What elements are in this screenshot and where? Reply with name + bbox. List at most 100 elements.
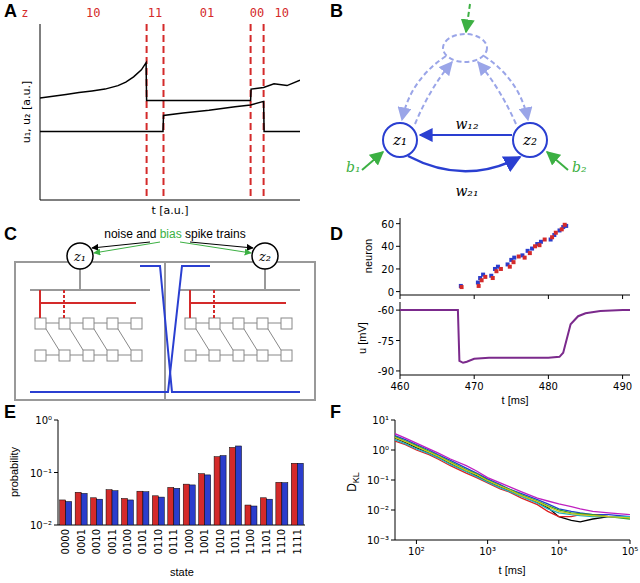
bar xyxy=(183,484,189,525)
x-axis xyxy=(400,295,630,296)
y-tick xyxy=(396,340,400,341)
label: u [mV] xyxy=(356,322,368,354)
panel-letter: B xyxy=(330,1,343,21)
x-axis xyxy=(395,540,630,541)
dashed-edge xyxy=(484,56,528,120)
plot-area xyxy=(40,63,300,132)
series-line xyxy=(40,101,300,131)
y-tick xyxy=(396,291,400,292)
bar xyxy=(282,483,288,525)
wire xyxy=(30,289,150,291)
label: 10 xyxy=(86,6,100,20)
label: 1010 xyxy=(215,529,226,554)
wire xyxy=(244,355,257,356)
panel-letter: C xyxy=(4,224,17,244)
wire xyxy=(79,268,81,290)
label: 20 xyxy=(381,264,394,275)
sampler-box xyxy=(165,262,315,400)
x-tick xyxy=(548,295,549,299)
bias-arrow xyxy=(547,152,568,170)
wire xyxy=(94,323,107,324)
label: 60 xyxy=(381,219,394,230)
unit xyxy=(107,318,118,329)
y-tick xyxy=(54,525,58,526)
label: 0001 xyxy=(76,529,87,554)
edge xyxy=(408,156,520,171)
y-tick xyxy=(54,472,58,473)
label: 1110 xyxy=(276,529,287,554)
panel-letter: E xyxy=(4,402,16,422)
label: 10² xyxy=(408,546,425,557)
bar xyxy=(112,491,118,525)
label: 0010 xyxy=(91,529,102,554)
panel-letter: D xyxy=(330,224,343,244)
plot-area xyxy=(395,434,630,522)
label: w₁₂ xyxy=(455,116,479,132)
label: z₂ xyxy=(258,249,271,264)
x-tick xyxy=(474,295,475,299)
label: probability xyxy=(8,446,20,497)
y-tick xyxy=(396,246,400,247)
wire xyxy=(264,268,266,290)
bar xyxy=(245,505,251,525)
spike xyxy=(480,278,484,282)
label: 0101 xyxy=(137,529,148,554)
bar xyxy=(260,498,266,525)
x-tick xyxy=(474,375,475,379)
label: 470 xyxy=(465,381,484,392)
bar xyxy=(205,475,211,525)
bar xyxy=(230,447,236,525)
label: 0011 xyxy=(107,529,118,554)
sampler-box xyxy=(15,262,165,400)
plot-area xyxy=(60,446,304,525)
label: 460 xyxy=(390,381,409,392)
label: 480 xyxy=(539,381,558,392)
wire xyxy=(220,355,233,356)
spike xyxy=(543,238,547,242)
input-arrow xyxy=(180,242,251,253)
bar xyxy=(143,492,149,525)
bar xyxy=(97,499,103,525)
cross-wire xyxy=(150,266,210,392)
y-tick xyxy=(396,310,400,311)
bar xyxy=(291,463,297,525)
bar xyxy=(266,499,272,525)
spike xyxy=(460,285,464,289)
series-line xyxy=(40,63,300,101)
bar xyxy=(236,446,242,525)
label: 10⁻¹ xyxy=(30,468,52,479)
unit xyxy=(257,318,268,329)
state-boundary xyxy=(163,24,165,200)
label: 1100 xyxy=(245,529,256,554)
bar xyxy=(220,456,226,525)
y-tick xyxy=(391,450,395,451)
spike xyxy=(508,265,512,269)
label: 10⁻¹ xyxy=(367,475,389,486)
label-part: bias xyxy=(160,227,182,241)
bar xyxy=(214,457,220,525)
label: 0110 xyxy=(153,529,164,554)
unit xyxy=(209,318,220,329)
label: z xyxy=(22,6,28,20)
label: 1011 xyxy=(230,529,241,554)
figure: Az1011010010u₁, u₂ [a.u.]t [a.u.]Bz₁z₂w₁… xyxy=(0,0,640,583)
label: t [ms] xyxy=(502,394,529,406)
label: 01 xyxy=(200,6,214,20)
unit xyxy=(59,318,70,329)
bar xyxy=(297,463,303,525)
label: b₁ xyxy=(346,159,361,175)
label: w₂₁ xyxy=(455,183,478,199)
unit xyxy=(185,350,196,361)
label: 10 xyxy=(275,6,289,20)
y-axis xyxy=(40,24,41,200)
node xyxy=(252,243,278,269)
wire xyxy=(196,323,209,324)
unit xyxy=(233,318,244,329)
bar xyxy=(91,498,97,525)
wire xyxy=(268,323,281,324)
unit xyxy=(257,350,268,361)
label: 1000 xyxy=(184,529,195,554)
label: z₁ xyxy=(73,249,86,264)
label-part: spike trains xyxy=(185,227,246,241)
y-tick xyxy=(396,223,400,224)
